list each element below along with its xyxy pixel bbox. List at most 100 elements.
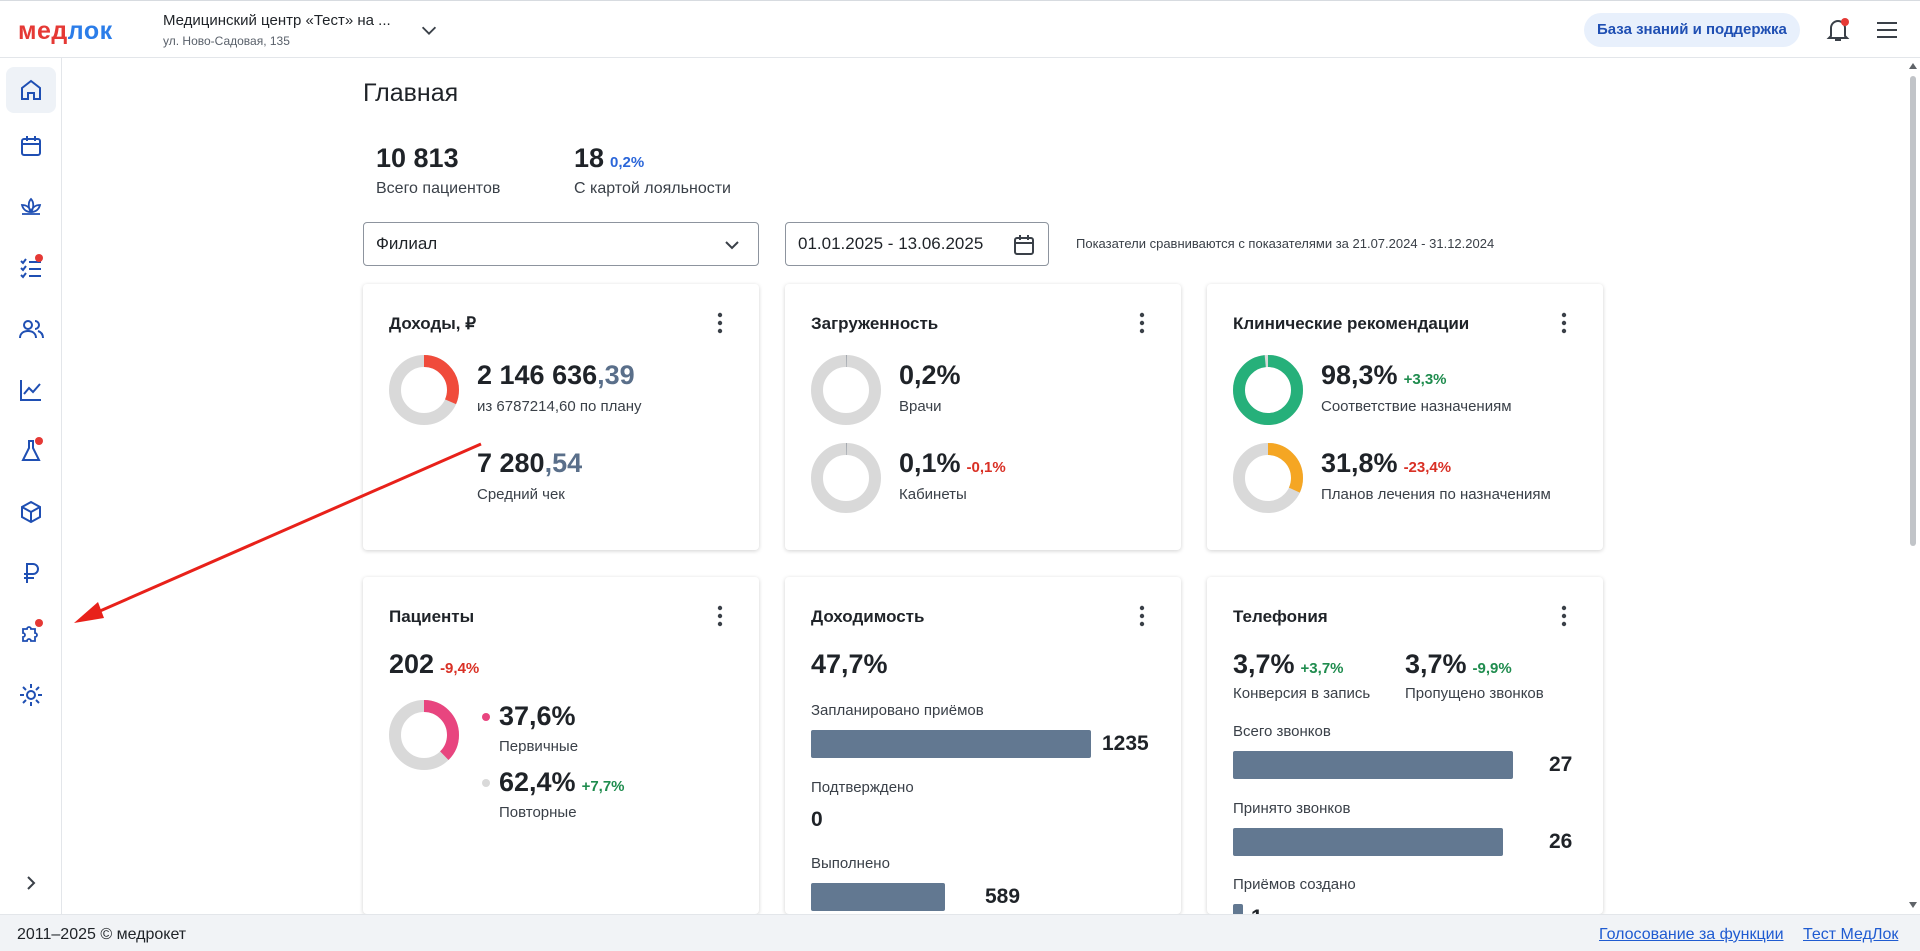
sidebar-item-settings[interactable] <box>16 680 46 710</box>
yield-value: 47,7% <box>811 649 888 679</box>
repeat-patients: 62,4% +7,7% <box>499 767 625 797</box>
confirmed-label: Подтверждено <box>811 779 914 796</box>
notification-dot <box>35 437 43 445</box>
vote-link[interactable]: Голосование за функции <box>1599 926 1784 943</box>
conversion-value: 3,7% +3,7% <box>1233 649 1344 679</box>
puzzle-icon <box>22 626 38 642</box>
scrollbar[interactable] <box>1906 58 1920 914</box>
notification-dot <box>35 254 43 262</box>
legend-dot-repeat <box>482 779 490 787</box>
accepted-bar <box>1233 828 1503 856</box>
logo[interactable]: медлок <box>18 17 113 45</box>
notifications-button[interactable] <box>1823 15 1853 45</box>
missed-label: Пропущено звонков <box>1405 685 1544 702</box>
clinic-address: ул. Ново-Садовая, 135 <box>163 34 290 48</box>
card-patients: Пациенты 202 -9,4% 37,6% Первичные 62,4% +… <box>363 577 759 914</box>
rooms-load-label: Кабинеты <box>899 486 967 503</box>
box-icon <box>21 500 41 524</box>
done-label: Выполнено <box>811 855 890 872</box>
card-telephony: Телефония 3,7% +3,7% Конверсия в запись 3… <box>1207 577 1603 914</box>
scroll-up-icon[interactable] <box>1909 62 1917 70</box>
missed-value: 3,7% -9,9% <box>1405 649 1512 679</box>
sidebar-item-analytics[interactable] <box>16 375 46 405</box>
clinic-name: Медицинский центр «Тест» на ... <box>163 12 391 29</box>
conversion-label: Конверсия в запись <box>1233 685 1371 702</box>
more-vertical-icon[interactable] <box>717 312 723 334</box>
stat-patients-total: 10 813 Всего пациентов <box>376 143 501 197</box>
sidebar-item-treatment[interactable] <box>16 192 46 222</box>
branch-select[interactable]: Филиал <box>363 222 759 266</box>
doctors-load-donut <box>811 355 881 425</box>
sidebar-expand[interactable] <box>16 868 46 898</box>
primary-patients: 37,6% <box>499 701 576 731</box>
org-link[interactable]: Тест МедЛок <box>1803 926 1899 943</box>
footer: 2011–2025 © медрокет Голосование за функ… <box>0 914 1920 951</box>
rooms-load: 0,1% -0,1% <box>899 448 1006 478</box>
patients-count: 202 -9,4% <box>389 649 480 679</box>
income-plan-donut <box>389 355 459 425</box>
card-yield: Доходимость 47,7% Запланировано приёмов … <box>785 577 1181 914</box>
sidebar-item-finance[interactable] <box>16 558 46 588</box>
calls-bar <box>1233 751 1513 779</box>
created-label: Приёмов создано <box>1233 876 1356 893</box>
done-value: 589 <box>985 885 1021 908</box>
sidebar-item-calendar[interactable] <box>16 131 46 161</box>
accepted-label: Принято звонков <box>1233 800 1351 817</box>
menu-icon[interactable] <box>1874 17 1900 43</box>
patients-donut <box>389 700 459 770</box>
sidebar-item-patients[interactable] <box>16 314 46 344</box>
income-amount: 2 146 636,39 <box>477 360 635 390</box>
checklist-icon <box>20 258 41 279</box>
average-check: 7 280,54 <box>477 448 583 478</box>
chevron-right-icon <box>27 876 36 890</box>
copyright: 2011–2025 © медрокет <box>17 926 187 943</box>
sidebar-item-home[interactable] <box>6 67 56 113</box>
primary-patients-label: Первичные <box>499 738 579 755</box>
income-plan: из 6787214,60 по плану <box>477 398 642 415</box>
scrollbar-thumb[interactable] <box>1910 76 1916 546</box>
chevron-down-icon[interactable] <box>418 19 440 41</box>
sidebar-item-integrations[interactable] <box>16 619 46 649</box>
gear-icon <box>20 684 42 706</box>
planned-label: Запланировано приёмов <box>811 702 984 719</box>
accepted-value: 26 <box>1549 830 1573 853</box>
sidebar-item-tasks[interactable] <box>16 253 46 283</box>
doctors-load-label: Врачи <box>899 398 942 415</box>
calls-label: Всего звонков <box>1233 723 1331 740</box>
annotation-arrow <box>74 442 482 623</box>
users-icon <box>19 320 44 339</box>
done-bar <box>811 883 945 911</box>
lotus-icon <box>20 197 42 215</box>
created-bar <box>1233 904 1243 914</box>
legend-dot-primary <box>482 713 490 721</box>
more-vertical-icon[interactable] <box>1139 605 1145 627</box>
chart-line-icon <box>20 380 41 401</box>
date-range-input[interactable]: 01.01.2025 - 13.06.2025 <box>785 222 1049 266</box>
plans-value: 31,8% -23,4% <box>1321 448 1452 478</box>
chevron-down-icon <box>725 241 739 250</box>
comparison-note: Показатели сравниваются с показателями з… <box>1076 236 1495 251</box>
created-value: 1 <box>1251 906 1263 914</box>
bell-icon <box>1826 18 1850 41</box>
scroll-down-icon[interactable] <box>1909 901 1917 909</box>
repeat-patients-label: Повторные <box>499 804 577 821</box>
match-value: 98,3% +3,3% <box>1321 360 1447 390</box>
more-vertical-icon[interactable] <box>717 605 723 627</box>
more-vertical-icon[interactable] <box>1139 312 1145 334</box>
sidebar-item-lab[interactable] <box>16 436 46 466</box>
plans-label: Планов лечения по назначениям <box>1321 486 1551 503</box>
average-check-label: Средний чек <box>477 486 565 503</box>
more-vertical-icon[interactable] <box>1561 312 1567 334</box>
calendar-icon[interactable] <box>1012 233 1036 257</box>
knowledge-base-button[interactable]: База знаний и поддержка <box>1584 13 1800 47</box>
more-vertical-icon[interactable] <box>1561 605 1567 627</box>
notification-dot <box>35 619 43 627</box>
calendar-icon <box>21 136 41 156</box>
sidebar-item-warehouse[interactable] <box>16 497 46 527</box>
plans-donut <box>1233 443 1303 513</box>
page-title: Главная <box>363 79 459 107</box>
clinic-selector[interactable]: Медицинский центр «Тест» на ... ул. Ново… <box>163 12 391 48</box>
planned-value: 1235 <box>1102 732 1149 755</box>
stat-loyalty: 18 0,2% С картой лояльности <box>574 143 731 197</box>
rooms-load-donut <box>811 443 881 513</box>
